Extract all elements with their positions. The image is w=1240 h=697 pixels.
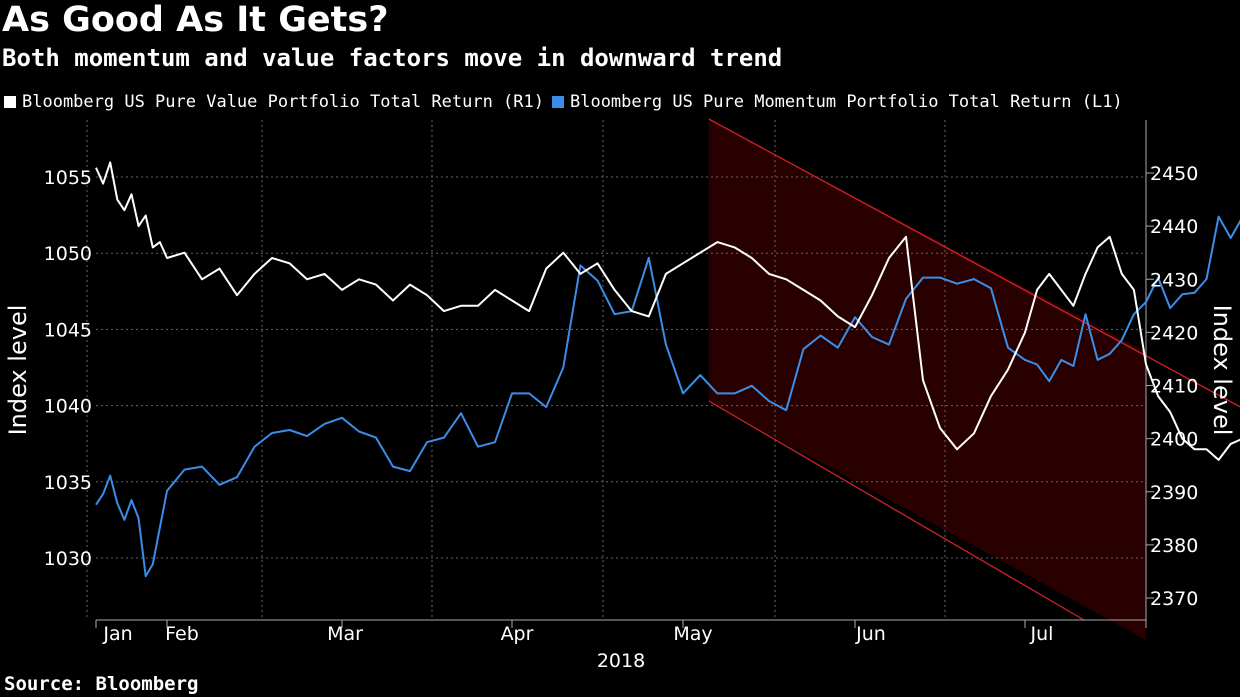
trend-channel (708, 119, 1146, 640)
y-right-tick-label: 2450 (1150, 163, 1198, 185)
y-right-tick-label: 2430 (1150, 269, 1198, 291)
x-axis-label: 2018 (597, 650, 645, 672)
y-axis-left-title: Index level (4, 305, 32, 436)
legend-item-value: Bloomberg US Pure Value Portfolio Total … (4, 92, 544, 112)
channel-upper-line (708, 118, 1240, 408)
y-left-tick-label: 1035 (44, 472, 92, 494)
x-tick-label: Apr (501, 623, 534, 645)
y-right-tick-label: 2400 (1150, 429, 1198, 451)
legend-label-momentum: Bloomberg US Pure Momentum Portfolio Tot… (569, 92, 1123, 112)
series-value-line (95, 161, 1240, 461)
y-left-tick-label: 1040 (44, 396, 92, 418)
y-right-tick-label: 2370 (1150, 588, 1198, 610)
x-tick-label: Mar (327, 623, 363, 645)
legend-label-value: Bloomberg US Pure Value Portfolio Total … (22, 92, 544, 112)
y-right-tick-label: 2380 (1150, 535, 1198, 557)
y-right-tick-label: 2390 (1150, 482, 1198, 504)
chart-title: As Good As It Gets? (2, 0, 389, 40)
y-left-tick-label: 1045 (44, 319, 92, 341)
x-tick-label: Feb (165, 623, 199, 645)
channel-lower-line (708, 400, 1085, 621)
x-tick-label: Jun (855, 623, 886, 645)
source-note: Source: Bloomberg (4, 673, 199, 695)
y-right-tick-label: 2410 (1150, 376, 1198, 398)
y-right-tick-label: 2440 (1150, 216, 1198, 238)
legend-item-momentum: Bloomberg US Pure Momentum Portfolio Tot… (551, 92, 1123, 112)
legend: Bloomberg US Pure Value Portfolio Total … (4, 92, 1131, 112)
x-tick-label: May (673, 623, 712, 645)
y-axis-right-title: Index level (1208, 305, 1236, 436)
y-left-tick-label: 1030 (44, 548, 92, 570)
chart-subtitle: Both momentum and value factors move in … (2, 44, 783, 72)
legend-swatch-momentum (551, 96, 564, 108)
series-momentum-line (95, 215, 1240, 578)
y-left-tick-label: 1055 (44, 167, 92, 189)
legend-swatch-value (4, 96, 16, 108)
y-left-tick-label: 1050 (44, 243, 92, 265)
y-right-tick-label: 2420 (1150, 322, 1198, 344)
x-tick-label: Jan (102, 623, 132, 645)
x-tick-label: Jul (1030, 623, 1054, 645)
